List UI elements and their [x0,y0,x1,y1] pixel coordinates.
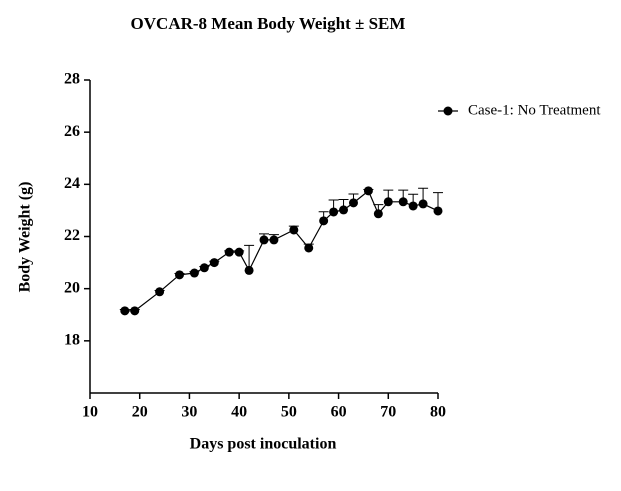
data-point [373,209,383,219]
y-tick-label: 22 [64,227,80,244]
data-point [269,235,279,245]
data-point [329,207,339,217]
data-point [319,216,329,226]
y-tick-label: 28 [64,71,80,88]
x-tick-label: 20 [132,404,148,421]
legend-label: Case-1: No Treatment [468,102,601,118]
data-point [189,268,199,278]
data-point [174,270,184,280]
data-point [199,263,209,273]
y-tick-label: 20 [64,279,80,296]
data-point [433,206,443,216]
x-tick-label: 30 [181,404,197,421]
data-point [304,243,314,253]
data-point [130,306,140,316]
y-axis-label: Body Weight (g) [17,182,34,293]
x-tick-label: 10 [82,404,98,421]
y-tick-label: 26 [64,123,80,140]
x-tick-label: 70 [380,404,396,421]
data-point [289,225,299,235]
data-point [234,247,244,257]
series-line [124,189,439,312]
data-point [259,235,269,245]
data-point [209,258,219,268]
data-point [398,197,408,207]
x-tick-label: 40 [231,404,247,421]
legend-marker [443,106,453,116]
y-tick-label: 24 [64,175,80,192]
data-point [408,201,418,211]
data-point [339,205,349,215]
data-point [155,287,165,297]
x-tick-label: 80 [430,404,446,421]
x-tick-label: 60 [331,404,347,421]
data-point [348,198,358,208]
data-point [244,265,254,275]
data-point [363,186,373,196]
data-point [383,197,393,207]
y-tick-label: 18 [64,332,80,349]
x-tick-label: 50 [281,404,297,421]
x-axis-label: Days post inoculation [190,436,337,453]
chart-title: OVCAR-8 Mean Body Weight ± SEM [131,14,406,33]
data-point [120,306,130,316]
data-point [418,199,428,209]
data-point [224,247,234,257]
